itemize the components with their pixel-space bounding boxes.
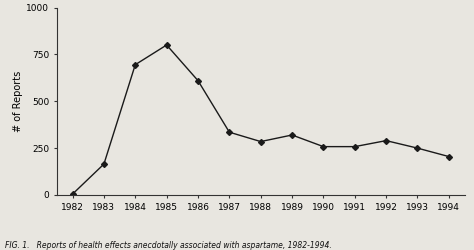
Text: FIG. 1.   Reports of health effects anecdotally associated with aspartame, 1982-: FIG. 1. Reports of health effects anecdo…	[5, 240, 331, 250]
Y-axis label: # of Reports: # of Reports	[13, 70, 24, 132]
